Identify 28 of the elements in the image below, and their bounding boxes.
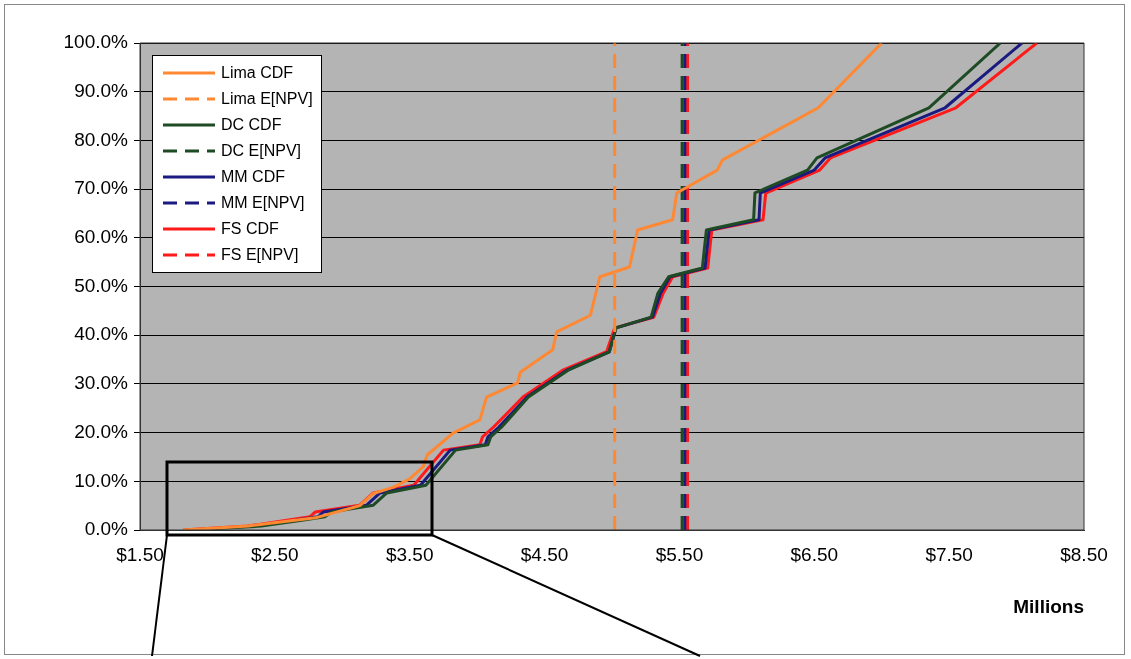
x-tick-label: $1.50 xyxy=(116,543,164,565)
y-tick-label: 100.0% xyxy=(63,31,129,53)
legend-label: Lima CDF xyxy=(221,64,294,82)
y-tick-label: 90.0% xyxy=(74,79,129,101)
legend-label: Lima E[NPV] xyxy=(221,90,313,108)
legend-label: FS CDF xyxy=(221,220,279,238)
x-tick-label: $8.50 xyxy=(1060,543,1108,565)
y-tick-label: 10.0% xyxy=(74,469,129,491)
y-tick-label: 80.0% xyxy=(74,128,129,150)
y-tick-label: 0.0% xyxy=(84,518,129,540)
y-tick-label: 20.0% xyxy=(74,420,129,442)
legend-label: FS E[NPV] xyxy=(221,246,299,264)
x-tick-label: $6.50 xyxy=(790,543,839,565)
x-tick-label: $5.50 xyxy=(655,543,704,565)
y-tick-label: 60.0% xyxy=(74,226,129,248)
legend-label: DC E[NPV] xyxy=(221,142,302,160)
legend-label: DC CDF xyxy=(221,116,282,134)
x-axis-title: Millions xyxy=(1013,596,1084,618)
x-tick-label: $3.50 xyxy=(385,543,434,565)
legend-label: MM CDF xyxy=(221,168,285,186)
legend-label: MM E[NPV] xyxy=(221,194,305,212)
y-tick-label: 30.0% xyxy=(74,372,129,394)
y-tick-label: 70.0% xyxy=(74,177,129,199)
x-tick-label: $4.50 xyxy=(520,543,569,565)
y-tick-label: 50.0% xyxy=(74,274,129,296)
x-tick-label: $7.50 xyxy=(925,543,973,565)
x-tick-label: $2.50 xyxy=(251,543,299,565)
y-tick-label: 40.0% xyxy=(74,323,129,345)
